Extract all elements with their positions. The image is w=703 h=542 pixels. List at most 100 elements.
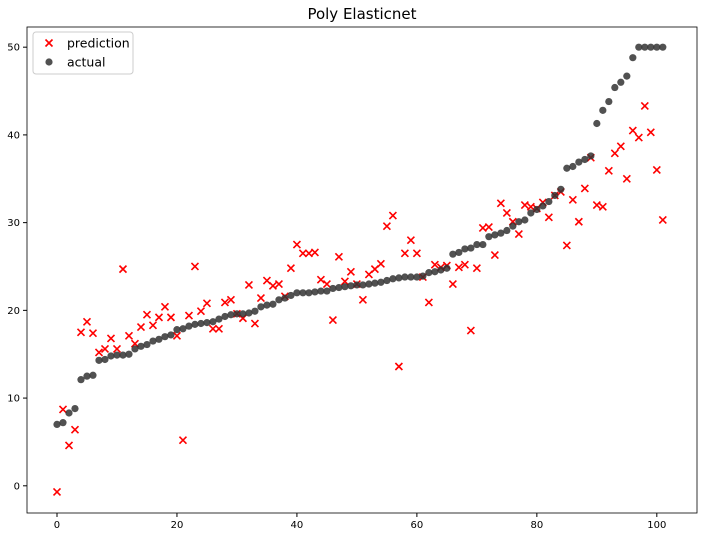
point xyxy=(466,326,475,335)
point xyxy=(484,222,493,232)
point xyxy=(593,119,601,128)
point xyxy=(239,310,247,318)
point xyxy=(89,371,97,379)
point xyxy=(173,326,181,334)
point xyxy=(244,280,253,289)
point xyxy=(274,279,283,289)
y-tick-label: 40 xyxy=(7,130,20,141)
point xyxy=(142,310,152,319)
point xyxy=(443,264,451,272)
point xyxy=(215,315,223,323)
point xyxy=(220,298,230,307)
point xyxy=(346,267,355,276)
point xyxy=(311,288,319,296)
point xyxy=(598,202,607,211)
point xyxy=(544,213,553,222)
point xyxy=(359,281,367,289)
point xyxy=(160,302,170,311)
point xyxy=(382,222,391,231)
point xyxy=(179,325,187,333)
point xyxy=(599,106,607,114)
point xyxy=(412,249,421,258)
point xyxy=(388,211,397,220)
point xyxy=(659,43,667,51)
point xyxy=(389,275,397,283)
point xyxy=(575,158,583,166)
point xyxy=(101,355,109,364)
point xyxy=(460,260,469,269)
point xyxy=(305,289,313,297)
point xyxy=(472,264,481,273)
point xyxy=(245,309,253,317)
x-tick-label: 80 xyxy=(530,520,543,531)
point xyxy=(124,331,134,340)
point xyxy=(214,324,224,333)
point xyxy=(70,425,80,434)
point xyxy=(257,303,265,311)
point xyxy=(197,319,205,328)
point xyxy=(286,264,295,273)
point xyxy=(275,296,283,304)
point xyxy=(118,265,128,274)
point xyxy=(622,174,631,183)
point xyxy=(100,344,110,354)
point xyxy=(52,487,62,497)
point xyxy=(148,321,158,330)
point xyxy=(376,259,385,268)
point xyxy=(155,335,163,343)
point xyxy=(196,307,206,316)
point xyxy=(652,165,661,175)
point xyxy=(88,329,98,338)
point xyxy=(190,262,200,271)
point xyxy=(112,344,122,354)
point xyxy=(413,273,421,281)
point xyxy=(95,356,103,364)
point xyxy=(227,311,235,319)
point xyxy=(125,350,133,358)
point xyxy=(143,340,151,349)
point xyxy=(592,201,601,210)
point xyxy=(365,280,373,288)
point xyxy=(646,128,655,137)
point xyxy=(658,215,667,225)
x-tick-label: 60 xyxy=(411,520,424,531)
point xyxy=(353,281,361,289)
point xyxy=(653,43,661,51)
point xyxy=(604,166,613,175)
y-tick-label: 0 xyxy=(14,481,20,492)
x-tick-label: 40 xyxy=(291,520,304,531)
point xyxy=(406,236,415,245)
point xyxy=(509,222,517,230)
point xyxy=(113,351,121,359)
point xyxy=(329,284,337,293)
point xyxy=(53,420,61,428)
point xyxy=(521,216,529,224)
point xyxy=(149,337,157,345)
point xyxy=(250,319,259,328)
point xyxy=(514,229,523,239)
point xyxy=(287,291,295,300)
plot-area xyxy=(26,26,698,514)
point xyxy=(401,273,409,281)
point xyxy=(77,376,85,384)
point xyxy=(154,313,164,322)
point xyxy=(473,240,481,249)
point xyxy=(184,311,194,320)
point xyxy=(202,299,212,308)
point xyxy=(526,202,535,211)
point xyxy=(59,419,67,427)
y-tick-label: 10 xyxy=(7,394,20,405)
point xyxy=(635,43,643,51)
point xyxy=(130,339,140,348)
legend-label: actual xyxy=(67,55,106,70)
point xyxy=(256,294,265,303)
point xyxy=(562,241,571,250)
point xyxy=(610,149,619,158)
point xyxy=(269,300,277,308)
point xyxy=(292,240,301,249)
point xyxy=(545,197,553,206)
point xyxy=(431,268,439,276)
legend-label: prediction xyxy=(67,36,130,51)
point xyxy=(94,348,104,357)
point xyxy=(490,251,499,260)
